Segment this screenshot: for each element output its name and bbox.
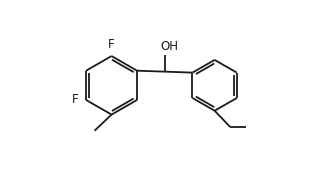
Text: F: F xyxy=(108,38,115,51)
Text: OH: OH xyxy=(160,40,178,53)
Text: F: F xyxy=(72,93,78,106)
